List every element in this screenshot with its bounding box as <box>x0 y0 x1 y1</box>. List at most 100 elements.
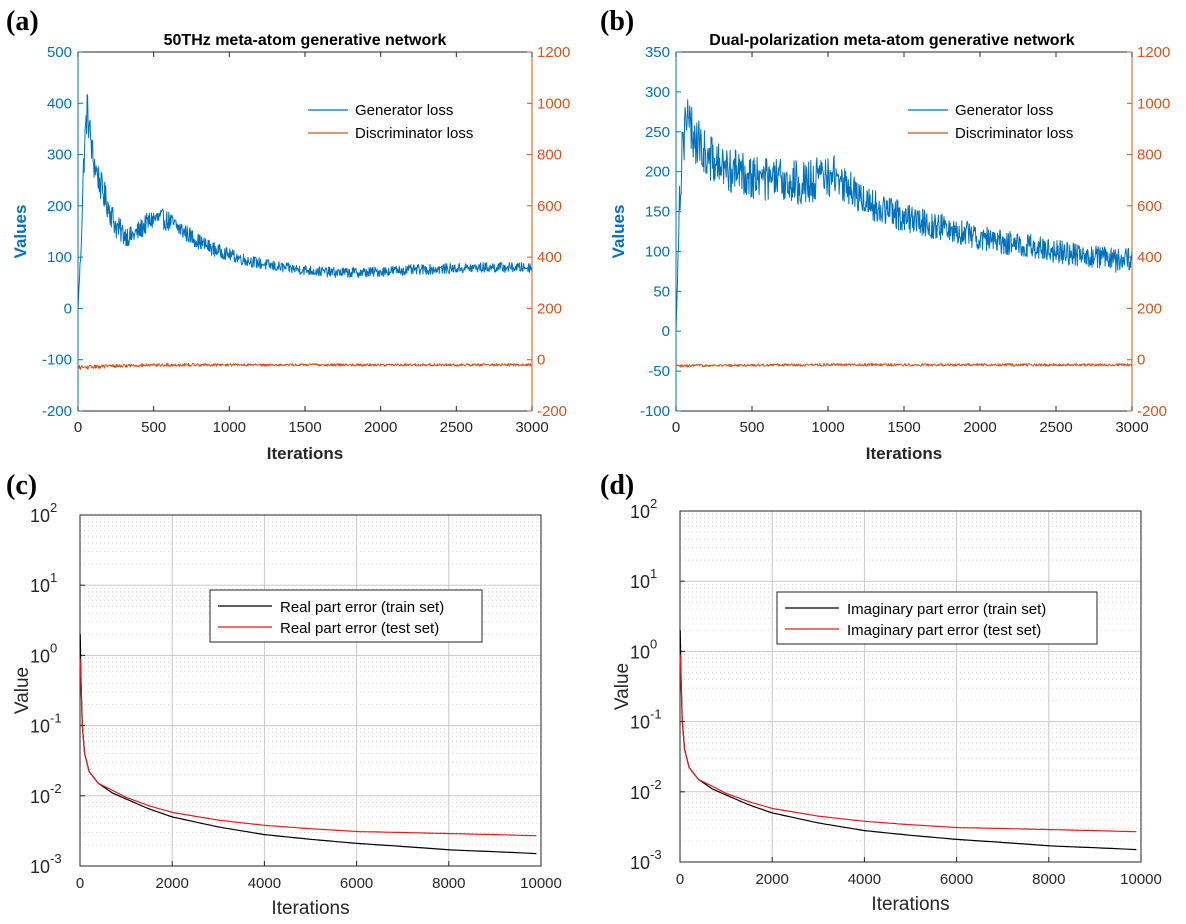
chart-title: 50THz meta-atom generative network <box>164 32 447 49</box>
x-tick-label: 2000 <box>156 875 189 892</box>
x-tick-label: 6000 <box>340 875 373 892</box>
y-right-tick-label: 1000 <box>1137 95 1170 112</box>
y-tick-label: 10 -2 <box>630 777 662 803</box>
y-left-tick-label: 250 <box>645 124 670 141</box>
y-tick-label: 10 0 <box>630 636 657 662</box>
y-tick-label: 10 -2 <box>30 781 62 807</box>
plot-frame <box>679 510 1142 863</box>
legend-box <box>209 589 483 643</box>
y-right-tick-label: 400 <box>537 249 562 266</box>
y-tick-base: 10 <box>30 787 50 807</box>
panel-label: (c) <box>6 470 37 501</box>
series-line-train-set <box>679 630 1137 851</box>
x-tick-label: 2500 <box>1039 419 1072 436</box>
x-tick-label: 8000 <box>432 875 465 892</box>
y-right-tick-label: 200 <box>537 300 562 317</box>
x-tick-label: 3000 <box>1115 419 1148 436</box>
y-axis-label: Value <box>12 667 33 714</box>
legend-label: Generator loss <box>355 102 453 119</box>
y-right-tick-label: -200 <box>1137 403 1167 420</box>
x-tick-label: 4000 <box>848 871 881 888</box>
x-tick-label: 500 <box>739 419 764 436</box>
y-left-tick-label: 100 <box>47 249 72 266</box>
y-tick-exponent: -1 <box>50 711 62 726</box>
y-axis-label: Value <box>612 663 633 710</box>
x-tick-label: 1000 <box>213 419 246 436</box>
x-tick-label: 8000 <box>1032 871 1065 888</box>
y-left-tick-label: 350 <box>645 44 670 61</box>
y-left-tick-label: 300 <box>645 84 670 101</box>
legend-label: Discriminator loss <box>355 125 473 142</box>
y-tick-exponent: 0 <box>50 640 57 655</box>
y-tick-base: 10 <box>630 783 650 803</box>
legend-label: Real part error (train set) <box>280 599 444 616</box>
x-tick-label: 500 <box>141 419 166 436</box>
y-tick-exponent: 1 <box>650 566 657 581</box>
y-tick-label: 10 -3 <box>630 847 662 873</box>
panel-label: (d) <box>600 470 634 501</box>
x-tick-label: 0 <box>76 875 84 892</box>
y-tick-label: 10 0 <box>30 640 57 666</box>
y-left-tick-label: 500 <box>47 44 72 61</box>
x-axis-label: Iterations <box>871 894 949 915</box>
x-tick-label: 2500 <box>440 419 473 436</box>
y-left-tick-label: 50 <box>653 283 670 300</box>
y-tick-exponent: -3 <box>650 847 662 862</box>
y-tick-base: 10 <box>30 576 50 596</box>
y-tick-label: 10 -3 <box>30 851 62 877</box>
y-left-tick-label: -100 <box>640 403 670 420</box>
x-tick-label: 2000 <box>756 871 789 888</box>
y-tick-exponent: 2 <box>50 500 57 515</box>
y-right-tick-label: -200 <box>537 403 567 420</box>
y-tick-base: 10 <box>30 646 50 666</box>
y-right-tick-label: 600 <box>1137 198 1162 215</box>
y-tick-exponent: 1 <box>50 570 57 585</box>
y-tick-label: 10 2 <box>630 496 657 522</box>
y-right-tick-label: 800 <box>537 147 562 164</box>
y-left-tick-label: 200 <box>47 198 72 215</box>
x-tick-label: 2000 <box>963 419 996 436</box>
series-line-generator-loss <box>77 94 533 309</box>
y-right-tick-label: 1200 <box>537 44 570 61</box>
y-tick-base: 10 <box>630 572 650 592</box>
y-tick-exponent: 0 <box>650 636 657 651</box>
x-tick-label: 4000 <box>248 875 281 892</box>
x-axis-label: Iterations <box>271 898 349 919</box>
legend-label: Generator loss <box>955 102 1053 119</box>
x-axis-label: Iterations <box>866 444 943 463</box>
x-tick-label: 6000 <box>940 871 973 888</box>
legend-box <box>776 591 1098 645</box>
y-left-tick-label: 0 <box>662 323 670 340</box>
y-right-tick-label: 0 <box>537 352 545 369</box>
y-tick-base: 10 <box>630 502 650 522</box>
y-left-tick-label: 400 <box>47 95 72 112</box>
y-tick-label: 10 1 <box>30 570 57 596</box>
y-left-tick-label: 100 <box>645 243 670 260</box>
legend-label: Imaginary part error (train set) <box>847 601 1046 618</box>
x-tick-label: 1500 <box>288 419 321 436</box>
y-tick-label: 10 2 <box>30 500 57 526</box>
plot-frame <box>79 514 542 867</box>
legend-label: Real part error (test set) <box>280 620 439 637</box>
y-right-tick-label: 400 <box>1137 249 1162 266</box>
series-line-discriminator-loss <box>675 363 1133 368</box>
y-right-tick-label: 0 <box>1137 352 1145 369</box>
y-tick-label: 10 -1 <box>30 711 62 737</box>
x-tick-label: 3000 <box>515 419 548 436</box>
series-line-train-set <box>79 634 537 855</box>
y-tick-base: 10 <box>30 506 50 526</box>
y-axis-label: Values <box>11 205 30 259</box>
y-right-tick-label: 600 <box>537 198 562 215</box>
series-line-discriminator-loss <box>77 362 533 370</box>
y-left-tick-label: -200 <box>42 403 72 420</box>
x-tick-label: 0 <box>74 419 82 436</box>
x-tick-label: 0 <box>672 419 680 436</box>
y-tick-label: 10 1 <box>630 566 657 592</box>
y-left-tick-label: 200 <box>645 164 670 181</box>
legend-label: Discriminator loss <box>955 125 1073 142</box>
y-tick-exponent: -3 <box>50 851 62 866</box>
y-tick-exponent: -2 <box>650 777 662 792</box>
